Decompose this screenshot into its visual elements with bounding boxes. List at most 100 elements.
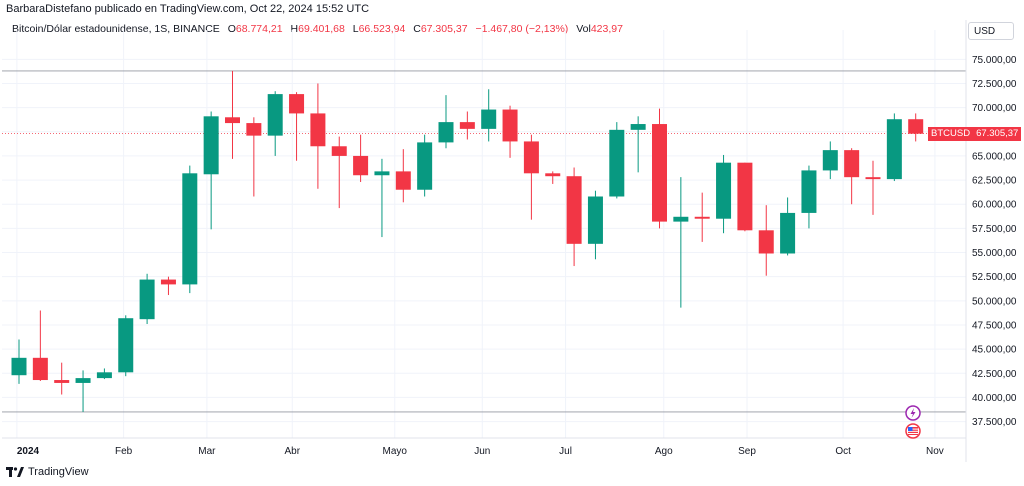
candle-body — [75, 378, 91, 383]
candle[interactable] — [801, 165, 817, 229]
candle-body — [459, 122, 475, 129]
candle[interactable] — [502, 105, 518, 158]
candle[interactable] — [395, 149, 411, 203]
candle[interactable] — [11, 339, 27, 384]
candle-body — [886, 119, 902, 180]
price-tick-label: 45.000,00 — [972, 345, 1017, 356]
candle[interactable] — [289, 92, 305, 161]
candle[interactable] — [737, 162, 753, 232]
candle[interactable] — [758, 205, 774, 276]
candle[interactable] — [246, 117, 262, 197]
candle[interactable] — [716, 154, 732, 234]
candle-body — [694, 216, 710, 219]
candle-body — [502, 109, 518, 142]
candle[interactable] — [267, 91, 283, 156]
candle[interactable] — [225, 70, 240, 159]
candle[interactable] — [908, 113, 924, 142]
candle-body — [182, 173, 198, 285]
candle[interactable] — [160, 276, 176, 296]
candle[interactable] — [481, 89, 497, 142]
candle[interactable] — [865, 160, 881, 215]
time-tick-label: Sep — [738, 446, 756, 457]
candle[interactable] — [139, 273, 155, 325]
candle-body — [523, 141, 539, 174]
candle[interactable] — [75, 370, 91, 412]
candle-body — [758, 230, 774, 254]
candle[interactable] — [353, 134, 369, 183]
price-tick-label: 37.500,00 — [972, 417, 1017, 428]
candle[interactable] — [96, 368, 112, 380]
candle[interactable] — [203, 111, 219, 230]
time-tick-label: Ago — [655, 446, 673, 457]
tradingview-brand: TradingView — [28, 466, 89, 478]
candle[interactable] — [523, 134, 539, 220]
price-tick-label: 50.000,00 — [972, 296, 1017, 307]
dividend-flash-icon[interactable] — [905, 405, 921, 421]
candle-body — [481, 109, 497, 129]
candle[interactable] — [652, 108, 667, 229]
low-key: L — [352, 23, 359, 35]
price-axis[interactable]: 37.500,00 40.000,00 42.500,00 45.000,00 47.5… — [965, 20, 1017, 462]
time-tick-label: Feb — [115, 446, 133, 457]
low-value: 66.523,94 — [358, 23, 406, 35]
candle-body — [331, 146, 347, 156]
volume-key: Vol — [576, 23, 591, 35]
candle[interactable] — [417, 134, 433, 197]
price-tick-label: 42.500,00 — [972, 369, 1017, 380]
time-tick-label: Nov — [926, 446, 944, 457]
us-flag-icon[interactable] — [905, 423, 921, 439]
event-markers — [905, 405, 921, 439]
candle[interactable] — [54, 362, 70, 395]
candle[interactable] — [438, 95, 454, 149]
candle[interactable] — [609, 122, 625, 199]
price-tick-label: 62.500,00 — [972, 176, 1017, 187]
candle-body — [310, 113, 326, 147]
candle[interactable] — [545, 171, 561, 184]
time-tick-label: 2024 — [17, 446, 40, 457]
candle[interactable] — [459, 111, 475, 140]
candle[interactable] — [182, 165, 198, 294]
candle[interactable] — [32, 310, 48, 382]
price-tick-label: 75.000,00 — [972, 55, 1017, 66]
price-tick-label: 60.000,00 — [972, 200, 1017, 211]
tradingview-footer[interactable]: TradingView — [6, 466, 89, 478]
candle[interactable] — [331, 136, 347, 209]
open-value: 68.774,21 — [235, 23, 283, 35]
high-value: 69.401,68 — [298, 23, 345, 35]
symbol-name[interactable]: Bitcoin/Dólar estadounidense, 1S, BINANC… — [12, 23, 220, 35]
candle[interactable] — [118, 315, 134, 377]
time-tick-label: Abr — [284, 446, 300, 457]
candle-body — [716, 162, 732, 219]
time-tick-label: Mar — [198, 446, 216, 457]
candle[interactable] — [822, 141, 838, 180]
candle-body — [203, 116, 219, 175]
candle[interactable] — [844, 148, 860, 205]
candle-body — [353, 155, 369, 176]
candle-body — [32, 357, 48, 381]
horizontal-lines — [2, 70, 966, 413]
time-axis[interactable]: 2024 Feb Mar Abr Mayo Jun Jul Ago Sep Oct Nov — [2, 437, 966, 457]
candle[interactable] — [587, 190, 603, 260]
candle[interactable] — [630, 116, 646, 173]
close-value: 67.305,37 — [420, 23, 468, 35]
candle-body — [545, 173, 561, 177]
candle[interactable] — [310, 83, 326, 189]
candle-body — [267, 94, 283, 136]
candle-body — [96, 372, 112, 379]
price-tick-label: 65.000,00 — [972, 151, 1017, 162]
grid-lines — [2, 30, 966, 438]
time-tick-label: Jun — [474, 446, 490, 457]
candle[interactable] — [780, 197, 796, 256]
candle[interactable] — [886, 113, 902, 182]
candle-body — [587, 196, 603, 244]
candle-body — [225, 117, 240, 124]
price-tick-label: 47.500,00 — [972, 320, 1017, 331]
currency-button[interactable]: USD — [968, 22, 1014, 40]
candle[interactable] — [694, 192, 710, 242]
time-tick-label: Mayo — [383, 446, 408, 457]
candle[interactable] — [566, 167, 582, 267]
open-key: O — [227, 23, 236, 35]
candle[interactable] — [374, 158, 390, 238]
candle[interactable] — [673, 177, 689, 308]
